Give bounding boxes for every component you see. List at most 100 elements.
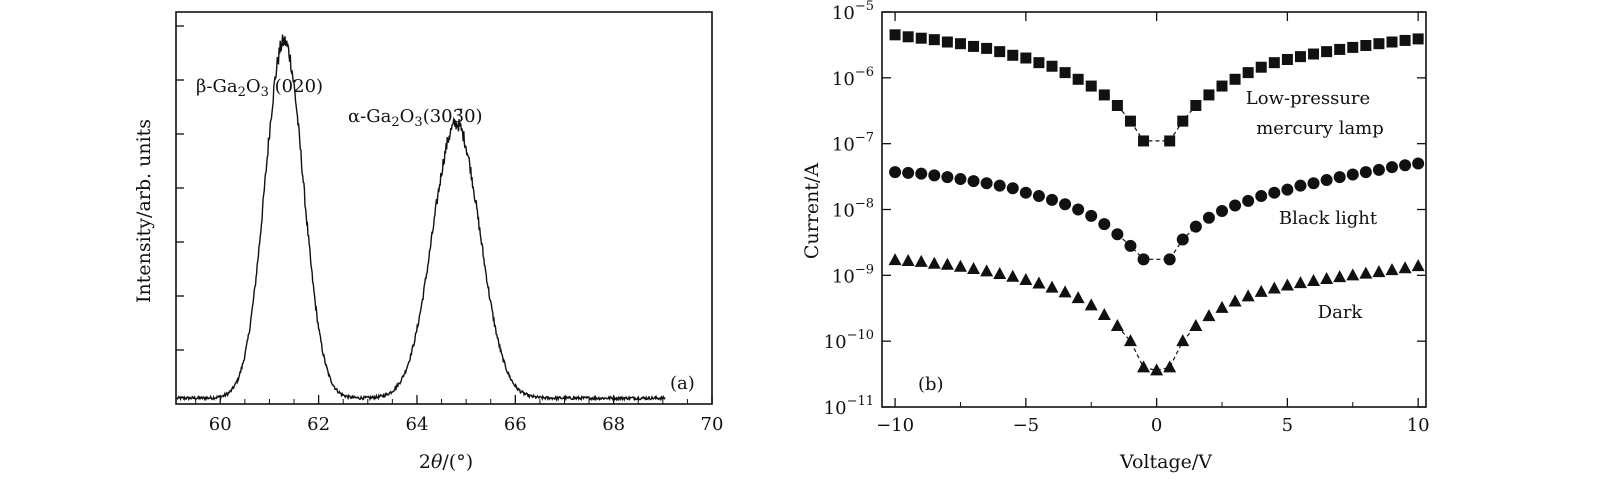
data-point-triangle — [1307, 274, 1321, 287]
data-point-square — [1124, 115, 1136, 127]
data-point-circle — [1085, 209, 1098, 222]
data-point-circle — [1124, 239, 1137, 252]
data-point-circle — [889, 166, 902, 179]
panel-a-y-ticks — [176, 25, 184, 351]
data-point-square — [1294, 51, 1306, 63]
panel-a-frame — [175, 11, 713, 405]
data-point-triangle — [1084, 298, 1098, 311]
data-point-square — [941, 36, 953, 48]
data-point-square — [1399, 34, 1411, 46]
panel-a-y-axis-label: Intensity/arb. units — [133, 119, 155, 303]
data-point-square — [1111, 99, 1123, 111]
panel-a-x-tick-label: 66 — [504, 414, 527, 435]
data-point-triangle — [1202, 309, 1216, 322]
data-point-square — [1085, 80, 1097, 92]
data-point-triangle — [914, 254, 928, 267]
panel-a-x-tick-label: 70 — [701, 414, 724, 435]
data-point-square — [1412, 33, 1424, 45]
data-point-circle — [1137, 253, 1150, 266]
data-point-square — [915, 32, 927, 44]
data-point-triangle — [1176, 334, 1190, 347]
panel-a-x-axis-label: 2θ/(°) — [419, 451, 473, 473]
alpha-peak-annotation: α-Ga2O3(303̄0) — [348, 106, 483, 130]
data-point-triangle — [953, 259, 967, 272]
panel-b-y-tick-label: 10−5 — [832, 0, 874, 24]
panel-b-x-tick-label: −5 — [1013, 415, 1040, 436]
data-point-triangle — [1293, 276, 1307, 289]
data-point-circle — [1006, 182, 1019, 195]
data-point-square — [902, 31, 914, 43]
data-point-square — [981, 42, 993, 54]
data-point-triangle — [1280, 278, 1294, 291]
panel-b-x-tick-label: 10 — [1407, 415, 1430, 436]
panel-b-x-tick-label: 0 — [1151, 415, 1162, 436]
data-point-triangle — [1137, 360, 1151, 373]
data-point-circle — [928, 169, 941, 182]
data-point-square — [1007, 49, 1019, 61]
data-point-circle — [954, 173, 967, 186]
data-point-square — [1190, 99, 1202, 111]
panel-b-x-tick-label: 5 — [1282, 415, 1293, 436]
data-point-square — [1164, 135, 1176, 147]
data-point-triangle — [1058, 285, 1072, 298]
data-point-square — [1072, 73, 1084, 85]
series-label-mercury-line2: mercury lamp — [1256, 118, 1384, 139]
data-point-square — [1373, 38, 1385, 50]
data-point-circle — [1098, 218, 1111, 231]
svg-text:α-Ga2O3(303̄0): α-Ga2O3(303̄0) — [348, 106, 483, 130]
data-point-triangle — [1254, 284, 1268, 297]
data-point-circle — [1019, 186, 1032, 199]
data-point-square — [1386, 36, 1398, 48]
panel-b-y-tick-label: 10−9 — [832, 262, 874, 287]
data-point-triangle — [1398, 261, 1412, 274]
data-point-square — [1229, 73, 1241, 85]
panel-a-x-ticks: 60 62 64 66 68 70 — [195, 395, 724, 435]
beta-peak-annotation: β-Ga2O3 (020) — [196, 76, 323, 100]
data-point-square — [1321, 46, 1333, 58]
data-point-triangle — [1359, 266, 1373, 279]
data-point-triangle — [1123, 334, 1137, 347]
data-point-square — [954, 38, 966, 50]
panel-b-y-tick-label: 10−6 — [832, 65, 874, 90]
data-point-circle — [1059, 198, 1072, 211]
data-point-triangle — [1189, 318, 1203, 331]
data-point-circle — [902, 166, 915, 179]
data-point-triangle — [888, 253, 902, 266]
data-point-circle — [1255, 190, 1268, 203]
data-point-square — [994, 46, 1006, 58]
panel-b-y-tick-label: 10−8 — [832, 197, 874, 222]
panel-a-x-tick-label: 64 — [406, 414, 429, 435]
data-point-triangle — [1241, 289, 1255, 302]
data-point-circle — [1333, 171, 1346, 184]
data-point-circle — [915, 167, 928, 180]
data-point-square — [968, 40, 980, 52]
panel-b-y-tick-label: 10−11 — [824, 394, 874, 419]
data-point-circle — [1202, 211, 1215, 224]
series-square — [889, 29, 1424, 147]
data-point-triangle — [1163, 360, 1177, 373]
panel-b-label: (b) — [918, 374, 944, 395]
series-triangle — [888, 253, 1425, 376]
data-point-square — [1033, 57, 1045, 69]
data-point-square — [1308, 48, 1320, 60]
data-point-circle — [1163, 253, 1176, 266]
data-point-triangle — [993, 266, 1007, 279]
panel-b-y-ticks: 10−5 10−6 10−7 10−8 10−9 10−10 10−11 — [824, 0, 1426, 419]
data-point-circle — [1386, 161, 1398, 174]
data-point-circle — [1046, 193, 1058, 206]
data-point-circle — [1032, 190, 1045, 203]
data-point-circle — [1176, 233, 1189, 246]
data-point-triangle — [1110, 318, 1124, 331]
data-point-square — [889, 29, 901, 41]
data-point-triangle — [1150, 363, 1164, 376]
panel-b-y-tick-label: 10−10 — [824, 328, 874, 353]
data-point-circle — [1294, 179, 1307, 192]
panel-b-iv-chart: −10 −5 0 5 10 10−5 10−6 10−7 10−8 10−9 10−10 10−11… — [801, 0, 1430, 473]
data-point-triangle — [1045, 280, 1059, 293]
data-point-triangle — [1019, 272, 1033, 285]
data-point-triangle — [1032, 276, 1046, 289]
data-point-triangle — [927, 256, 941, 269]
panel-a-x-tick-label: 62 — [307, 414, 330, 435]
data-point-square — [1334, 43, 1346, 55]
data-point-circle — [1229, 199, 1242, 212]
